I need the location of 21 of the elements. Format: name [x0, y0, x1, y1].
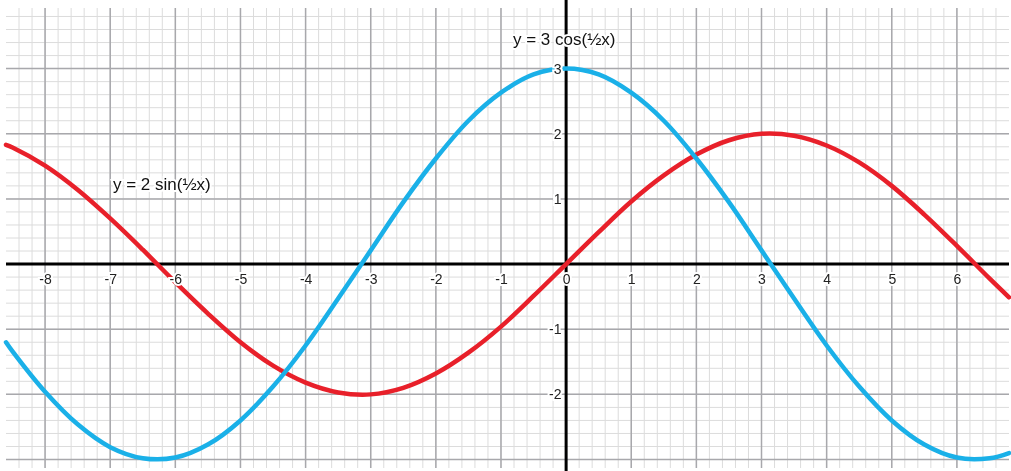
y-tick-label: -2 — [549, 386, 562, 403]
x-tick-label: -2 — [430, 271, 443, 287]
x-tick-label: -1 — [495, 271, 508, 287]
series-label: y = 2 sin(½x) — [113, 175, 211, 194]
y-tick-label: -1 — [549, 321, 562, 338]
x-tick-label: 1 — [627, 271, 636, 287]
x-tick-label: -7 — [104, 271, 118, 287]
x-tick-label: -3 — [365, 271, 378, 287]
x-tick-label: 3 — [758, 271, 767, 287]
x-tick-label: -8 — [39, 271, 53, 287]
x-tick-label: 0 — [562, 271, 571, 287]
x-tick-label: 4 — [823, 271, 832, 287]
x-tick-label: -5 — [234, 271, 248, 287]
x-tick-label: 5 — [888, 271, 897, 287]
y-tick-label: 2 — [553, 125, 562, 142]
line-series — [3, 131, 1011, 397]
line-series — [3, 66, 1011, 462]
x-tick-label: 2 — [692, 271, 701, 287]
x-tick-label: -4 — [299, 271, 313, 287]
x-tick-label: 6 — [953, 271, 962, 287]
y-tick-label: 1 — [553, 190, 562, 207]
